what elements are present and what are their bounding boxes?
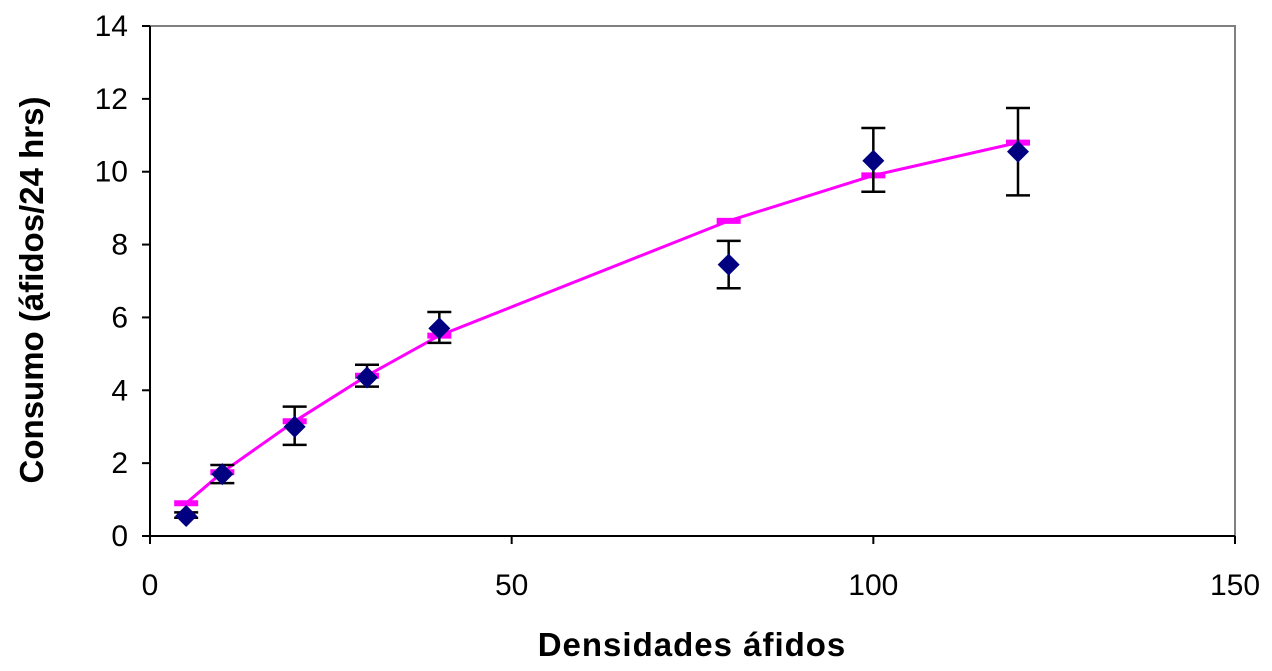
y-tick-label: 12 — [95, 83, 128, 116]
y-tick-label: 8 — [111, 229, 128, 262]
data-point — [175, 504, 198, 527]
data-point — [211, 463, 234, 486]
data-point — [283, 415, 306, 438]
y-axis-title: Consumo (áfidos/24 hrs) — [13, 97, 50, 484]
data-point — [862, 149, 885, 172]
y-tick-label: 10 — [95, 156, 128, 189]
x-tick-label: 50 — [495, 569, 528, 602]
y-tick-label: 4 — [111, 374, 128, 407]
x-tick-label: 0 — [142, 569, 159, 602]
y-tick-label: 2 — [111, 447, 128, 480]
y-tick-label: 6 — [111, 301, 128, 334]
plot-area — [149, 25, 1236, 537]
data-markers — [175, 140, 1029, 527]
x-tick-label: 100 — [848, 569, 898, 602]
data-point — [717, 253, 740, 276]
fit-line — [185, 141, 1019, 505]
axes: 0 2 4 6 8 10 12 14 0 50 100 150 — [95, 10, 1260, 602]
data-point — [356, 366, 378, 389]
x-tick-label: 150 — [1210, 569, 1260, 602]
data-point — [1007, 140, 1029, 163]
x-axis-title: Densidades áfidos — [538, 626, 847, 663]
y-tick-label: 0 — [111, 520, 128, 553]
data-point — [428, 317, 451, 340]
y-tick-label: 14 — [95, 10, 128, 43]
